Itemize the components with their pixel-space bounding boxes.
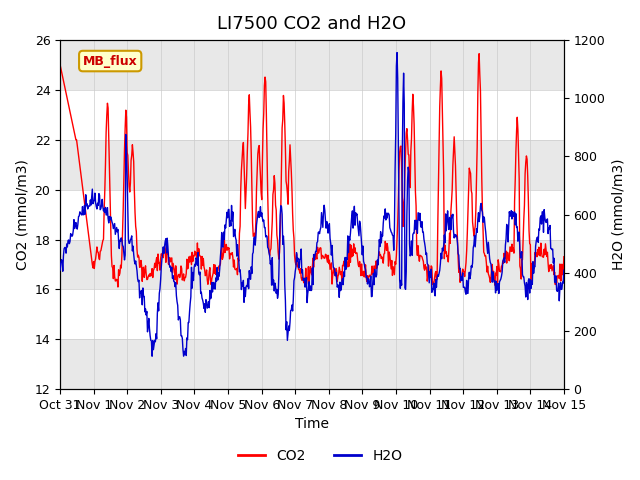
H2O xyxy=(115,246,123,252)
Y-axis label: H2O (mmol/m3): H2O (mmol/m3) xyxy=(611,159,625,270)
H2O xyxy=(364,276,372,282)
H2O xyxy=(560,267,568,273)
CO2 xyxy=(114,284,122,290)
H2O xyxy=(253,222,260,228)
H2O xyxy=(148,353,156,359)
Title: LI7500 CO2 and H2O: LI7500 CO2 and H2O xyxy=(218,15,406,33)
CO2 xyxy=(364,278,372,284)
CO2 xyxy=(476,51,483,57)
Line: H2O: H2O xyxy=(60,53,564,356)
CO2 xyxy=(253,187,260,192)
Legend: CO2, H2O: CO2, H2O xyxy=(232,443,408,468)
Bar xyxy=(60,40,564,90)
Bar xyxy=(60,140,564,190)
H2O xyxy=(392,63,400,69)
CO2 xyxy=(56,62,64,68)
CO2 xyxy=(560,254,568,260)
H2O xyxy=(393,50,401,56)
Text: MB_flux: MB_flux xyxy=(83,55,138,68)
Y-axis label: CO2 (mmol/m3): CO2 (mmol/m3) xyxy=(15,159,29,270)
CO2 xyxy=(234,272,241,277)
H2O xyxy=(234,242,241,248)
H2O xyxy=(56,267,64,273)
H2O xyxy=(209,289,216,295)
X-axis label: Time: Time xyxy=(295,418,329,432)
CO2 xyxy=(116,270,124,276)
CO2 xyxy=(392,252,400,258)
Bar xyxy=(60,339,564,389)
CO2 xyxy=(209,273,216,278)
Line: CO2: CO2 xyxy=(60,54,564,287)
Bar xyxy=(60,240,564,289)
